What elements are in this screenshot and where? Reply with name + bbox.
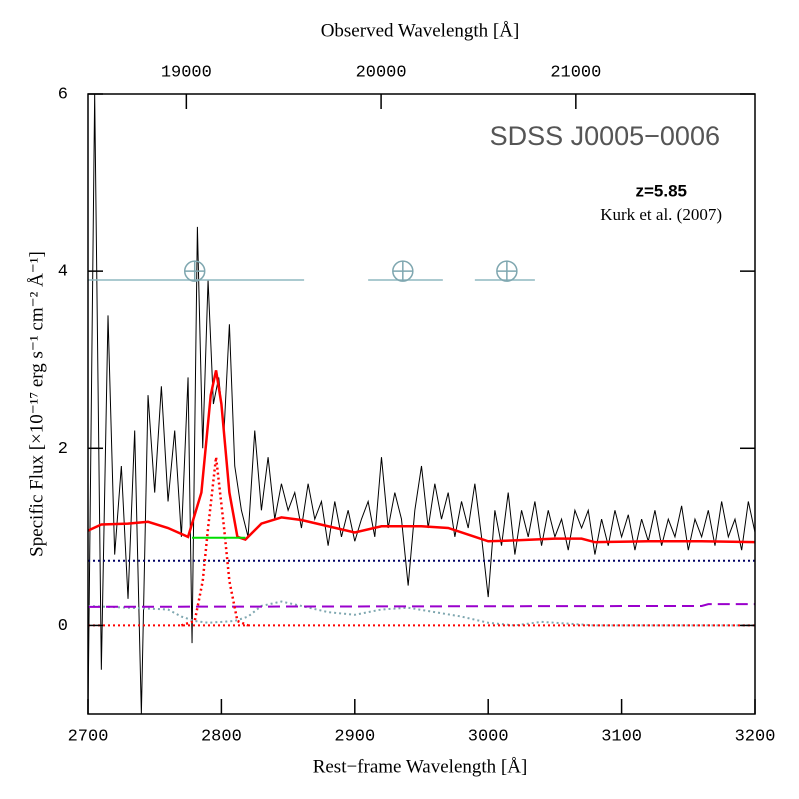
y-tick-label: 0 [58,617,68,636]
x2-axis-label: Observed Wavelength [Å] [321,20,520,41]
x-tick-label: 3100 [601,727,642,746]
series-line [180,456,249,627]
marker-cross [496,261,517,282]
y-axis-label: Specific Flux [×10⁻¹⁷ erg s⁻¹ cm⁻² Å⁻¹] [26,251,47,557]
telluric-marker [496,260,518,282]
y-tick-label: 2 [58,440,68,459]
x-tick-label: 2800 [201,727,242,746]
x-tick-label: 3200 [735,727,776,746]
plot-area [88,94,755,714]
x-tick-label: 2700 [68,727,109,746]
x-tick-label: 3000 [468,727,509,746]
x2-tick-label: 20000 [356,63,407,82]
telluric-marker [392,260,414,282]
marker-cross [184,261,205,282]
reference: Kurk et al. (2007) [600,205,722,224]
x-axis-label: Rest−frame Wavelength [Å] [313,756,528,777]
marker-cross [392,261,413,282]
series-line [88,603,755,608]
x2-tick-label: 19000 [161,63,212,82]
series-line [88,94,755,714]
telluric-marker [183,260,206,282]
series-line [88,370,755,544]
y-tick-label: 6 [58,85,68,104]
redshift: z=5.85 [635,181,687,200]
series-line [88,600,755,627]
x-tick-label: 2900 [334,727,375,746]
title: SDSS J0005−0006 [490,121,720,151]
frame [87,93,756,715]
x2-tick-label: 21000 [550,63,601,82]
y-tick-label: 4 [58,263,68,282]
